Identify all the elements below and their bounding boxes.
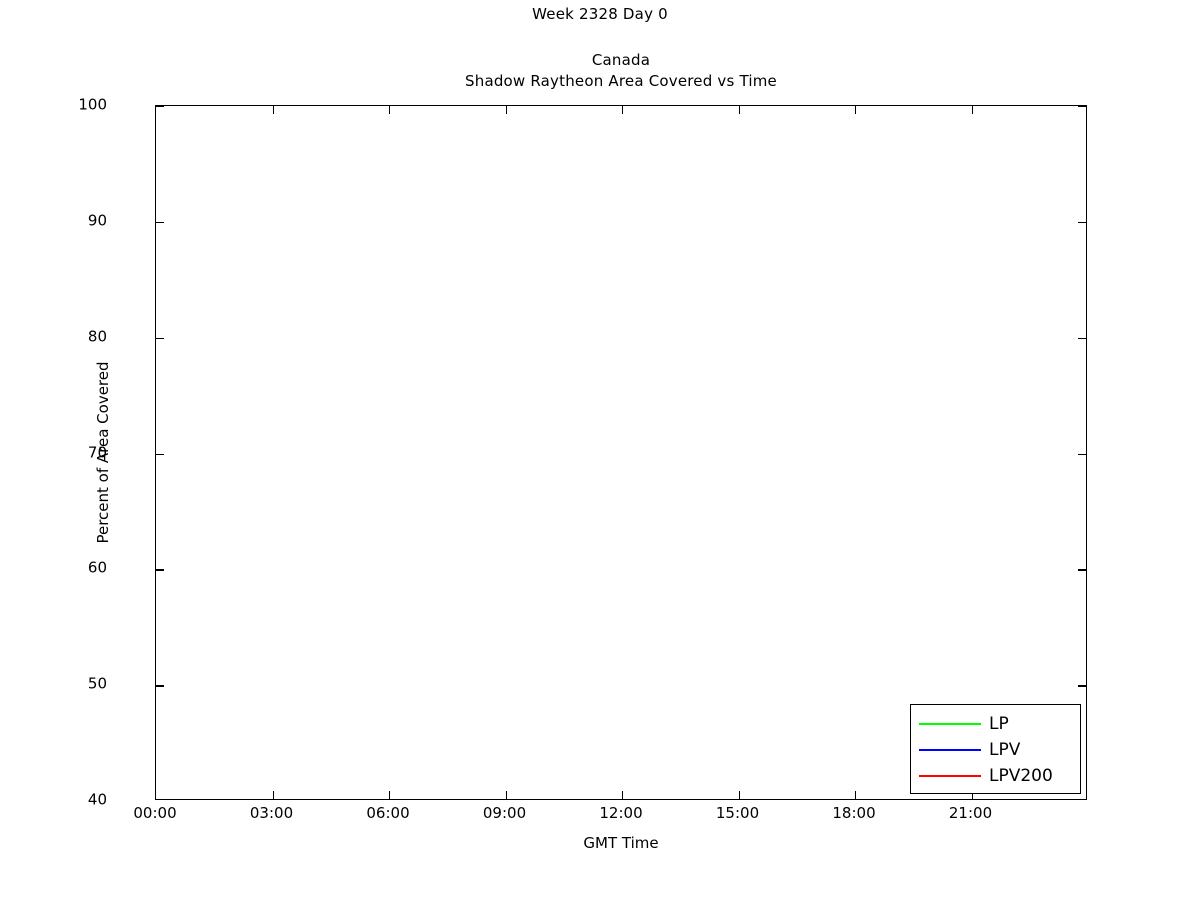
legend-line-lp [919, 723, 981, 725]
xtick-top-2100 [971, 106, 973, 114]
xtick-bottom-1200 [622, 791, 624, 799]
ytick-right-70 [1078, 453, 1086, 455]
legend-line-lpv [919, 749, 981, 751]
legend-line-lpv200 [919, 775, 981, 777]
ytick-right-50 [1078, 685, 1086, 687]
xtick-bottom-0600 [389, 791, 391, 799]
xtick-bottom-0900 [505, 791, 507, 799]
xtick-label-0300: 03:00 [249, 804, 294, 822]
ytick-left-50 [156, 685, 164, 687]
xtick-top-0600 [389, 106, 391, 114]
ytick-label-70: 70 [87, 443, 107, 461]
ytick-label-100: 100 [78, 95, 107, 114]
xtick-label-1200: 12:00 [599, 804, 643, 822]
ytick-right-90 [1078, 221, 1086, 224]
ytick-left-90 [156, 221, 164, 224]
xtick-top-1500 [738, 106, 740, 114]
ytick-label-60: 60 [87, 558, 107, 577]
legend-entry-lp: LP [911, 711, 1080, 737]
xtick-bottom-0300 [272, 791, 274, 799]
plot-area [155, 105, 1087, 800]
ytick-left-100 [156, 106, 164, 108]
ytick-label-50: 50 [87, 674, 107, 693]
legend: LP LPV LPV200 [910, 704, 1081, 794]
xtick-top-1200 [622, 106, 624, 114]
xtick-bottom-1800 [855, 791, 857, 799]
ytick-left-70 [156, 453, 164, 455]
xtick-top-0300 [272, 106, 274, 114]
xtick-label-0900: 09:00 [482, 804, 527, 822]
xtick-label-1500: 15:00 [715, 804, 760, 822]
xtick-label-1800: 18:00 [832, 804, 876, 822]
ytick-right-60 [1078, 569, 1086, 571]
axes-title: Canada Shadow Raytheon Area Covered vs T… [155, 50, 1087, 92]
ytick-left-60 [156, 569, 164, 571]
axes-title-line-1: Canada [591, 51, 651, 69]
ytick-right-100 [1078, 106, 1086, 108]
ytick-label-90: 90 [87, 211, 107, 230]
xtick-label-2100: 21:00 [948, 804, 993, 822]
ytick-label-80: 80 [87, 327, 107, 346]
legend-entry-lpv: LPV [911, 737, 1080, 763]
xtick-top-1800 [855, 106, 857, 114]
y-axis-label: Percent of Area Covered [94, 361, 112, 544]
ytick-label-40: 40 [87, 790, 107, 809]
xtick-top-0900 [505, 106, 507, 114]
xtick-bottom-2100 [971, 791, 973, 799]
legend-label-lp: LP [989, 713, 1009, 734]
legend-label-lpv200: LPV200 [989, 765, 1053, 786]
ytick-left-80 [156, 337, 164, 340]
axes-title-line-2: Shadow Raytheon Area Covered vs Time [465, 72, 777, 90]
xtick-label-0000: 00:00 [133, 804, 177, 822]
legend-entry-lpv200: LPV200 [911, 763, 1080, 789]
legend-label-lpv: LPV [989, 739, 1021, 760]
xtick-bottom-1500 [738, 791, 740, 799]
ytick-right-80 [1078, 337, 1086, 340]
x-axis-label: GMT Time [583, 834, 659, 852]
xtick-label-0600: 06:00 [366, 804, 410, 822]
figure-title: Week 2328 Day 0 [532, 5, 668, 23]
data-series-layer [156, 106, 1088, 801]
